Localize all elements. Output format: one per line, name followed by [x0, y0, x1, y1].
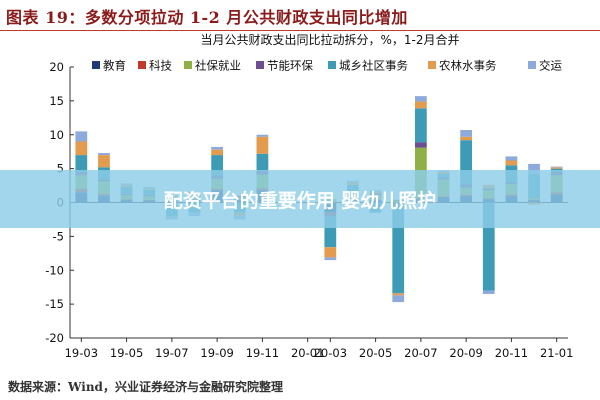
- y-tick-label: 5: [57, 162, 64, 176]
- bar-segment: [550, 167, 563, 169]
- bar-segment: [505, 156, 518, 161]
- overlay-banner: 配资平台的重要作用 婴幼儿照护: [0, 170, 600, 228]
- legend-swatch: [528, 61, 536, 69]
- bar-segment: [75, 131, 88, 142]
- legend-label: 教育: [103, 59, 126, 73]
- bar-segment: [256, 134, 269, 137]
- bar-segment: [550, 166, 563, 168]
- bar-segment: [256, 153, 269, 171]
- x-tick-label: 20-03: [314, 346, 347, 360]
- x-tick-label: 19-11: [246, 346, 279, 360]
- x-tick-label: 20-09: [449, 346, 482, 360]
- bar-segment: [256, 136, 269, 154]
- bar-segment: [414, 142, 427, 148]
- legend-label: 农林水事务: [439, 59, 497, 73]
- y-tick-label: -15: [45, 297, 64, 311]
- chart-legend: 教育 科技 社保就业 节能环保 城乡社区事务 农林水事务 交运: [92, 59, 562, 73]
- y-tick-label: 15: [49, 94, 64, 108]
- x-tick-label: 21-01: [540, 346, 573, 360]
- legend-swatch: [92, 61, 100, 69]
- legend-swatch: [184, 61, 192, 69]
- bar-segment: [482, 202, 495, 291]
- bar-segment: [98, 155, 110, 168]
- legend-label: 科技: [149, 59, 172, 73]
- bar-segment: [528, 163, 540, 175]
- bar-segment: [392, 293, 405, 296]
- legend-swatch: [256, 61, 264, 69]
- bar-segment: [324, 257, 337, 261]
- x-tick-label: 20-11: [495, 346, 528, 360]
- y-tick-label: 20: [49, 60, 64, 74]
- bar-segment: [505, 160, 518, 166]
- banner-text: 配资平台的重要作用 婴幼儿照护: [163, 190, 437, 212]
- bar-segment: [460, 140, 473, 185]
- bar-segment: [324, 247, 337, 258]
- bar-segment: [324, 216, 337, 248]
- bar-segment: [414, 96, 427, 102]
- bar-segment: [414, 101, 427, 109]
- bar-segment: [75, 141, 88, 156]
- legend-swatch: [428, 61, 436, 69]
- y-tick-label: -5: [53, 229, 64, 243]
- bar-segment: [211, 146, 224, 150]
- x-tick-label: 19-03: [65, 346, 98, 360]
- x-tick-label: 19-07: [155, 346, 188, 360]
- bar-segment: [211, 155, 224, 176]
- legend-swatch: [138, 61, 146, 69]
- figure-header: 图表 19：多数分项拉动 1-2 月公共财政支出同比增加: [0, 0, 600, 31]
- figure-title: 图表 19：多数分项拉动 1-2 月公共财政支出同比增加: [6, 8, 408, 27]
- bar-segment: [98, 153, 110, 156]
- legend-label: 城乡社区事务: [339, 59, 408, 73]
- y-tick-label: -10: [45, 263, 64, 277]
- chart-title: 当月公共财政支出同比拉动拆分，%，1-2月合并: [200, 32, 459, 47]
- bar-segment: [75, 155, 88, 173]
- legend-label: 节能环保: [267, 59, 313, 73]
- bar-segment: [392, 295, 405, 303]
- source-note: 数据来源：Wind，兴业证券经济与金融研究院整理: [8, 380, 283, 394]
- bar-segment: [211, 149, 224, 156]
- legend-label: 交运: [539, 59, 562, 73]
- x-tick-label: 20-07: [404, 346, 437, 360]
- y-tick-label: 10: [49, 128, 64, 142]
- bar-segment: [414, 108, 427, 143]
- y-tick-label: -20: [45, 331, 64, 345]
- legend-label: 社保就业: [195, 59, 241, 73]
- x-tick-label: 19-05: [110, 346, 143, 360]
- bar-segment: [460, 136, 473, 141]
- legend-swatch: [328, 61, 336, 69]
- y-axis: -20-15-10-505101520: [45, 60, 74, 345]
- x-tick-label: 19-09: [200, 346, 233, 360]
- bar-segment: [460, 130, 473, 137]
- bar-segment: [392, 205, 405, 294]
- x-tick-label: 20-05: [359, 346, 392, 360]
- bar-segment: [482, 290, 495, 294]
- x-tick-label: 20-01: [291, 346, 324, 360]
